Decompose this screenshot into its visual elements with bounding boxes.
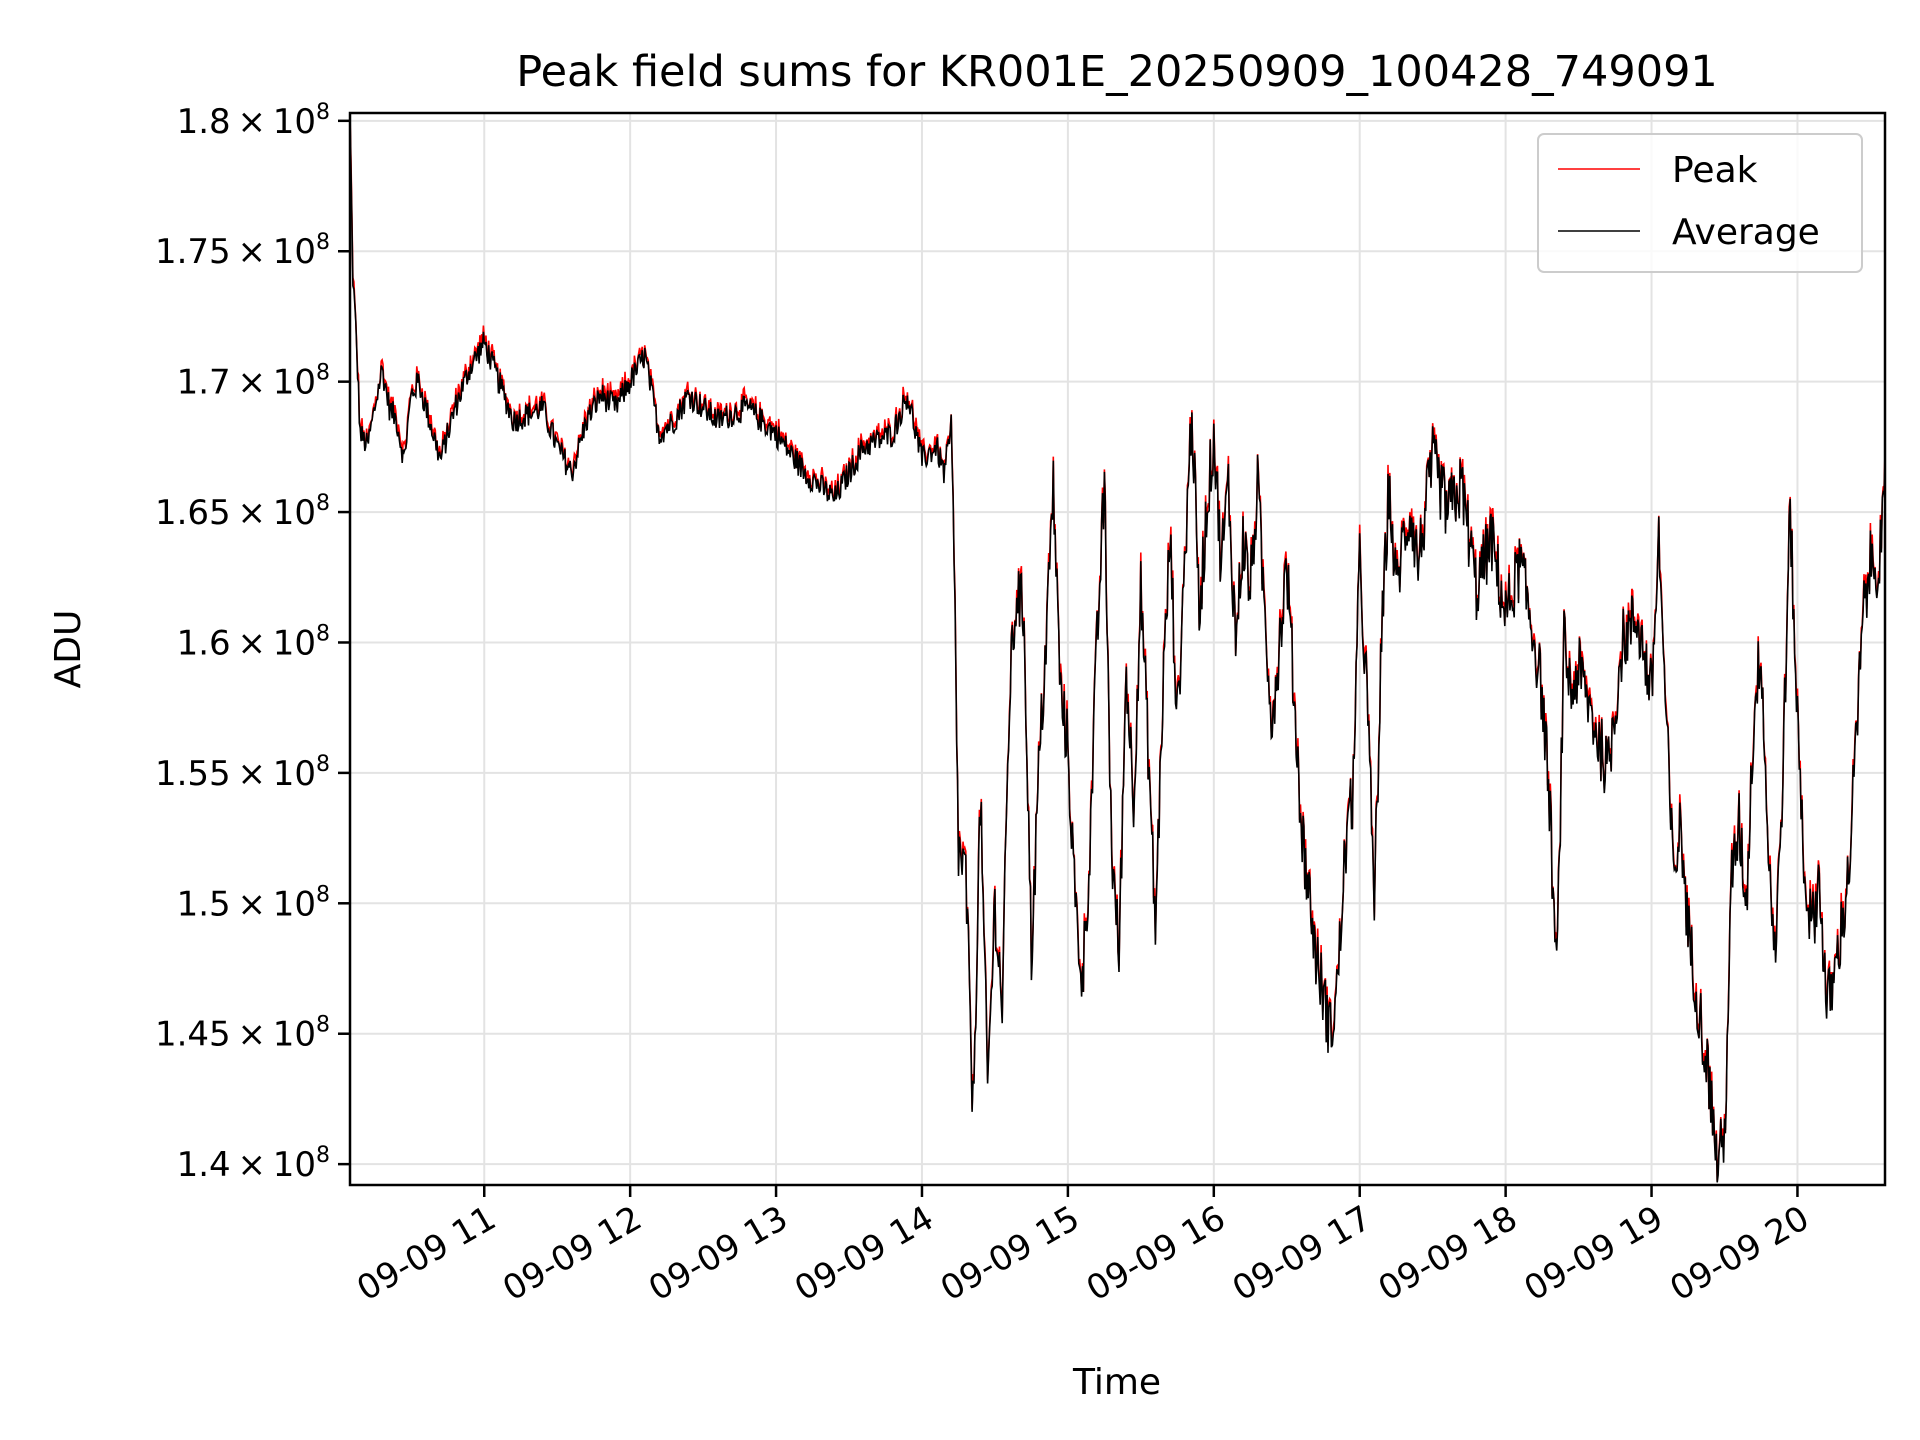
legend: Peak Average [1537,133,1863,273]
y-tick-exponent: 8 [316,1013,330,1038]
y-tick-times: × 10 [231,884,316,924]
series-line-peak [349,113,1886,1182]
y-tick-label: 1.6 × 108 [177,621,330,663]
y-tick-exponent: 8 [316,882,330,907]
plot-frame [348,111,1887,1187]
y-tick-exponent: 8 [316,1143,330,1168]
grid [350,113,1885,1185]
y-tick-times: × 10 [231,754,316,794]
y-tick-label: 1.5 × 108 [177,882,330,924]
x-tick-label: 09-09 14 [788,1198,940,1309]
y-tick-exponent: 8 [316,621,330,646]
y-tick-times: × 10 [231,493,316,533]
y-tick-exponent: 8 [316,230,330,255]
y-tick-exponent: 8 [316,491,330,516]
x-tick-label: 09-09 18 [1372,1198,1524,1309]
x-tick-label: 09-09 17 [1226,1198,1378,1309]
x-tick-label: 09-09 16 [1080,1198,1232,1309]
x-tick-label: 09-09 12 [496,1198,648,1309]
x-tick-label: 09-09 19 [1518,1198,1670,1309]
y-tick-mantissa: 1.45 [155,1015,231,1055]
y-tick-label: 1.55 × 108 [155,752,330,794]
y-tick-label: 1.8 × 108 [177,100,330,142]
y-tick-mantissa: 1.65 [155,493,231,533]
y-tick-label: 1.65 × 108 [155,491,330,533]
y-tick-mantissa: 1.75 [155,232,231,272]
x-tick-label: 09-09 13 [642,1198,794,1309]
y-tick-mantissa: 1.6 [177,623,231,663]
y-tick-mantissa: 1.8 [177,102,231,142]
series-line-average [349,116,1886,1183]
y-tick-exponent: 8 [316,361,330,386]
x-tick-label: 09-09 20 [1664,1198,1816,1309]
y-tick-times: × 10 [231,363,316,403]
legend-label-peak: Peak [1672,150,1758,191]
y-axis-title: ADU [48,610,89,689]
y-tick-times: × 10 [231,1145,316,1185]
y-tick-mantissa: 1.7 [177,363,231,403]
y-tick-label: 1.45 × 108 [155,1013,330,1055]
x-tick-label: 09-09 15 [934,1198,1086,1309]
y-tick-label: 1.75 × 108 [155,230,330,272]
y-tick-label: 1.4 × 108 [177,1143,330,1185]
y-tick-times: × 10 [231,232,316,272]
x-tick-label: 09-09 11 [350,1198,502,1309]
y-tick-exponent: 8 [316,100,330,125]
series-lines [349,113,1886,1183]
y-tick-mantissa: 1.4 [177,1145,231,1185]
y-tick-times: × 10 [231,623,316,663]
chart-title: Peak field sums for KR001E_20250909_1004… [516,47,1718,97]
y-tick-label: 1.7 × 108 [177,361,330,403]
x-axis-title: Time [1072,1362,1161,1403]
y-tick-mantissa: 1.55 [155,754,231,794]
y-tick-times: × 10 [231,1015,316,1055]
y-tick-mantissa: 1.5 [177,884,231,924]
legend-label-average: Average [1672,212,1820,253]
y-tick-times: × 10 [231,102,316,142]
y-tick-exponent: 8 [316,752,330,777]
